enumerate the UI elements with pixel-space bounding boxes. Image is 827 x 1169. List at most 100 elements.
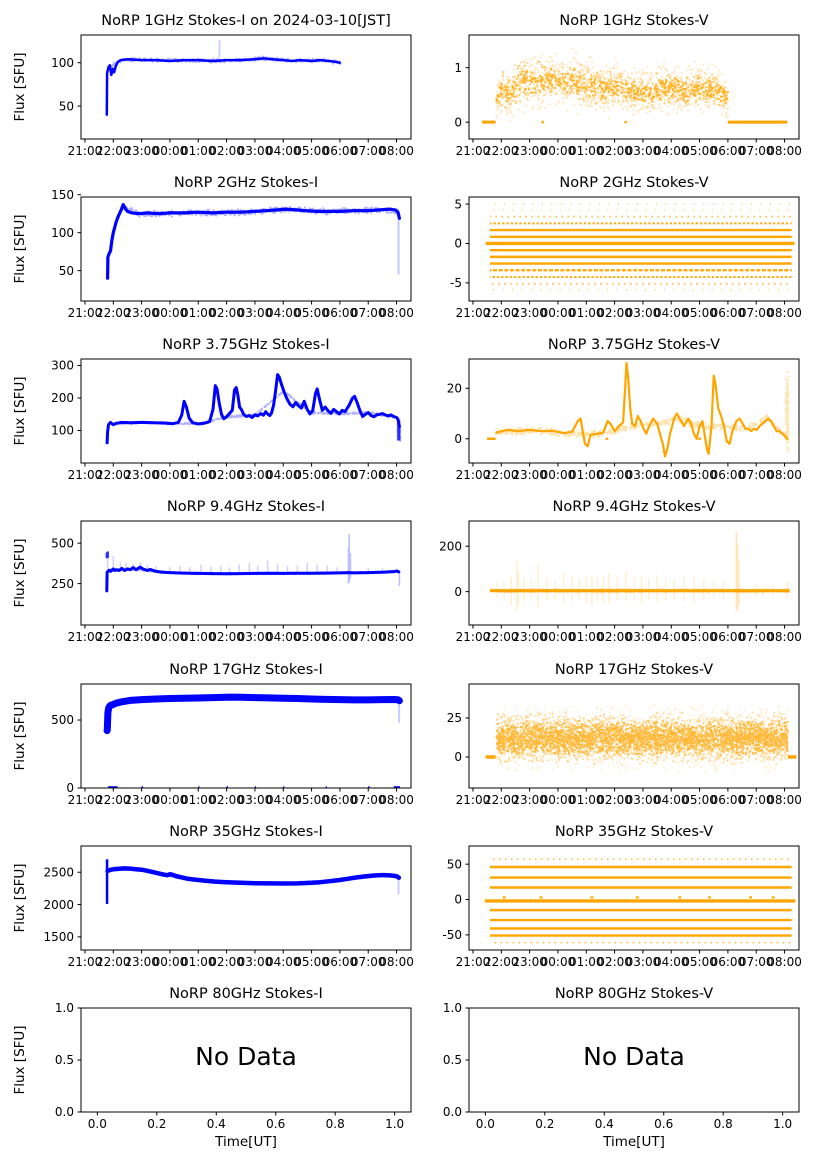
svg-text:02:00: 02:00 — [209, 955, 244, 969]
svg-text:00:00: 00:00 — [153, 793, 188, 807]
svg-text:02:00: 02:00 — [597, 306, 632, 320]
svg-text:23:00: 23:00 — [124, 144, 159, 158]
svg-text:1.0: 1.0 — [773, 1117, 792, 1131]
chart-title: NoRP 3.75GHz Stokes-I — [162, 337, 330, 353]
x-axis-label: Time[UT] — [215, 1134, 277, 1150]
svg-text:22:00: 22:00 — [484, 630, 519, 644]
svg-text:200: 200 — [51, 391, 74, 405]
svg-text:05:00: 05:00 — [682, 955, 717, 969]
svg-text:07:00: 07:00 — [739, 955, 774, 969]
svg-text:04:00: 04:00 — [654, 955, 689, 969]
svg-text:06:00: 06:00 — [711, 306, 746, 320]
svg-text:03:00: 03:00 — [238, 793, 273, 807]
svg-text:0.0: 0.0 — [88, 1117, 107, 1131]
svg-text:00:00: 00:00 — [153, 955, 188, 969]
panel-norp-3.75ghz-stokes-v: NoRP 3.75GHz Stokes-V 21:00 22:00 23:00 00:… — [407, 325, 827, 489]
panel-norp-80ghz-stokes-i: NoRP 80GHz Stokes-I Flux [SFU] No Data T… — [0, 974, 420, 1155]
svg-text:02:00: 02:00 — [209, 144, 244, 158]
x-axis-label: Time[UT] — [603, 1134, 665, 1150]
svg-text:04:00: 04:00 — [654, 793, 689, 807]
chart-title: NoRP 80GHz Stokes-I — [169, 986, 323, 1002]
svg-text:01:00: 01:00 — [569, 630, 604, 644]
svg-text:23:00: 23:00 — [512, 306, 547, 320]
panel-norp-1ghz-stokes-v: NoRP 1GHz Stokes-V 21:00 22:00 23:00 00:00 0… — [407, 1, 827, 165]
svg-text:0.8: 0.8 — [714, 1117, 733, 1131]
svg-text:03:00: 03:00 — [238, 630, 273, 644]
svg-text:06:00: 06:00 — [711, 793, 746, 807]
svg-text:07:00: 07:00 — [739, 793, 774, 807]
svg-text:1.0: 1.0 — [55, 1001, 74, 1015]
svg-text:06:00: 06:00 — [323, 306, 358, 320]
svg-text:07:00: 07:00 — [351, 793, 386, 807]
svg-text:06:00: 06:00 — [711, 955, 746, 969]
svg-text:07:00: 07:00 — [351, 306, 386, 320]
svg-text:23:00: 23:00 — [124, 468, 159, 482]
svg-text:01:00: 01:00 — [569, 306, 604, 320]
chart-title: NoRP 9.4GHz Stokes-V — [552, 499, 716, 515]
svg-text:22:00: 22:00 — [484, 468, 519, 482]
chart-title: NoRP 35GHz Stokes-V — [554, 824, 714, 840]
svg-text:01:00: 01:00 — [181, 630, 216, 644]
svg-text:100: 100 — [51, 226, 74, 240]
svg-text:06:00: 06:00 — [711, 630, 746, 644]
plot-area: 21:0022:0023:0000:0001:0002:0003:0004:00… — [51, 683, 414, 807]
svg-text:04:00: 04:00 — [266, 144, 301, 158]
svg-text:08:00: 08:00 — [379, 306, 414, 320]
panel-norp-35ghz-stokes-i: NoRP 35GHz Stokes-I Flux [SFU] 21:00 22:0… — [0, 812, 420, 976]
plot-area: 21:0022:0023:0000:0001:0002:0003:0004:00… — [51, 520, 414, 644]
svg-text:200: 200 — [439, 539, 462, 553]
svg-text:02:00: 02:00 — [597, 468, 632, 482]
plot-area: 21:0022:0023:0000:0001:0002:0003:0004:00… — [450, 196, 802, 320]
svg-text:01:00: 01:00 — [569, 793, 604, 807]
svg-text:05:00: 05:00 — [294, 955, 329, 969]
plot-area: 21:0022:0023:0000:0001:0002:0003:0004:00… — [447, 358, 802, 482]
svg-text:00:00: 00:00 — [541, 306, 576, 320]
svg-text:22:00: 22:00 — [484, 306, 519, 320]
svg-text:05:00: 05:00 — [294, 144, 329, 158]
svg-text:08:00: 08:00 — [767, 468, 802, 482]
plot-area: 21:0022:0023:0000:0001:0002:0003:0004:00… — [454, 34, 802, 158]
svg-text:01:00: 01:00 — [569, 144, 604, 158]
svg-text:03:00: 03:00 — [626, 144, 661, 158]
svg-text:0.2: 0.2 — [147, 1117, 166, 1131]
chart-title: NoRP 17GHz Stokes-V — [554, 662, 714, 678]
svg-text:08:00: 08:00 — [379, 468, 414, 482]
panel-norp-2ghz-stokes-i: NoRP 2GHz Stokes-I Flux [SFU] 21:00 22:00… — [0, 163, 420, 327]
svg-text:50: 50 — [59, 99, 74, 113]
svg-text:08:00: 08:00 — [767, 630, 802, 644]
svg-text:04:00: 04:00 — [654, 630, 689, 644]
svg-text:1500: 1500 — [43, 930, 74, 944]
svg-text:22:00: 22:00 — [96, 468, 131, 482]
svg-text:04:00: 04:00 — [266, 955, 301, 969]
svg-text:05:00: 05:00 — [682, 468, 717, 482]
chart-title: NoRP 3.75GHz Stokes-V — [547, 337, 721, 353]
chart-title: NoRP 35GHz Stokes-I — [169, 824, 323, 840]
plot-area: 21:0022:0023:0000:0001:0002:0003:0004:00… — [51, 34, 414, 158]
svg-text:05:00: 05:00 — [682, 630, 717, 644]
svg-text:07:00: 07:00 — [739, 630, 774, 644]
chart-title: NoRP 1GHz Stokes-I on 2024-03-10[JST] — [101, 13, 391, 29]
svg-text:07:00: 07:00 — [351, 144, 386, 158]
svg-text:0: 0 — [454, 893, 462, 907]
panel-norp-1ghz-stokes-i: NoRP 1GHz Stokes-I on 2024-03-10[JST] Fl… — [0, 1, 420, 165]
svg-text:0.2: 0.2 — [535, 1117, 554, 1131]
plot-area: 0.0 0.2 0.4 0.6 0.8 1.0 0.0 0.5 1.0 — [443, 1001, 800, 1131]
svg-text:22:00: 22:00 — [96, 144, 131, 158]
svg-text:05:00: 05:00 — [294, 468, 329, 482]
no-data-text: No Data — [195, 1042, 297, 1071]
svg-text:0: 0 — [454, 585, 462, 599]
chart-title: NoRP 17GHz Stokes-I — [169, 662, 323, 678]
svg-text:300: 300 — [51, 359, 74, 373]
svg-text:0: 0 — [66, 781, 74, 795]
svg-text:23:00: 23:00 — [512, 955, 547, 969]
plot-area: 21:0022:0023:0000:0001:0002:0003:0004:00… — [51, 358, 414, 482]
svg-text:0: 0 — [454, 115, 462, 129]
svg-text:-5: -5 — [450, 276, 462, 290]
svg-text:05:00: 05:00 — [682, 793, 717, 807]
svg-text:0.8: 0.8 — [326, 1117, 345, 1131]
panel-norp-80ghz-stokes-v: NoRP 80GHz Stokes-V No Data Time[UT] 0.0… — [407, 974, 827, 1155]
svg-text:22:00: 22:00 — [96, 793, 131, 807]
svg-text:1.0: 1.0 — [443, 1001, 462, 1015]
svg-text:08:00: 08:00 — [379, 955, 414, 969]
svg-text:03:00: 03:00 — [238, 468, 273, 482]
